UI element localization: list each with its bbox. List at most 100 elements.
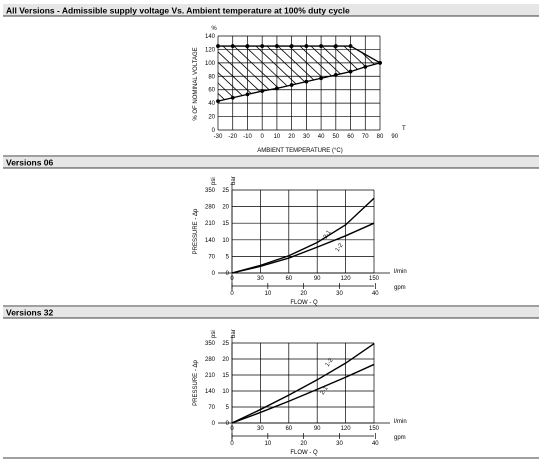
y-axis-title: % OF NOMINAL VOLTAGE (193, 47, 199, 120)
data-point (275, 86, 279, 91)
y-tick-label-psi: 0 (212, 271, 216, 277)
x-tick-label-gpm: 10 (264, 291, 271, 297)
x-tick-label-lmin: 0 (230, 276, 234, 282)
x-tick-label-lmin: 90 (314, 426, 321, 432)
x-tick-label: 10 (274, 134, 281, 140)
versions-32-pressure-chart: 1-2 2-1 0 5 10 15 20 25 0 70 140 210 280 350 psi bar PRE… (193, 329, 407, 456)
x-tick-label-gpm: 40 (372, 441, 379, 447)
data-point (348, 69, 353, 74)
hatch-stroke (218, 46, 296, 102)
hatch-stroke (526, 31, 542, 135)
x-tick-label-lmin: 90 (314, 276, 321, 282)
y-axis-title: PRESSURE - Δp (193, 359, 199, 405)
x-tick-label-lmin: 150 (369, 276, 380, 282)
data-point (348, 44, 353, 48)
y-tick-label-psi: 210 (205, 221, 216, 227)
y-tick-label-psi: 350 (205, 188, 216, 194)
versions-06-pressure-chart: 2-11-2 0 5 10 15 20 25 0 70 140 210 280 350 psi bar PRE… (193, 176, 407, 306)
x-tick-label-lmin: 60 (285, 426, 292, 432)
y-tick-label-psi: 350 (205, 341, 216, 347)
y-unit-psi: psi (211, 177, 217, 185)
x-tick-label: 90 (391, 134, 398, 140)
y-tick-label-bar: 15 (222, 373, 229, 379)
y-tick-label: 0 (212, 128, 216, 134)
hatch-stroke (327, 46, 380, 102)
x-tick-label: 60 (347, 134, 354, 140)
hatch-stroke (349, 46, 380, 102)
data-point (230, 44, 235, 48)
voltage-temperature-chart: -30 -20 -10 0 10 20 30 40 50 60 70 80 90 0 20 40 60 80 100… (193, 26, 542, 154)
y-tick-label-psi: 140 (205, 389, 216, 395)
hatch-stroke (460, 31, 542, 135)
x-tick-label: 0 (261, 134, 265, 140)
data-point (319, 76, 323, 81)
data-point (304, 79, 309, 84)
y-tick-label: 120 (205, 47, 216, 53)
x-tick-label-gpm: 40 (372, 291, 379, 297)
data-point (245, 92, 250, 97)
data-point (319, 44, 323, 48)
y-tick-label: 20 (208, 115, 215, 121)
hatch-stroke (416, 31, 526, 135)
y-tick-label-bar: 25 (222, 188, 229, 194)
hatch-stroke (438, 31, 542, 135)
hatch-stroke (394, 31, 504, 135)
y-tick-label-psi: 70 (208, 405, 215, 411)
x-tick-label-gpm: 30 (336, 441, 343, 447)
curve-label-1-2: 1-2 (325, 357, 335, 368)
hatch-stroke (405, 31, 515, 135)
data-point (333, 73, 338, 77)
hatch-stroke (218, 46, 329, 102)
section-title-3: Versions 32 (6, 308, 54, 318)
x-axis-title: FLOW - Q (290, 300, 318, 306)
data-point (230, 95, 235, 100)
curve-label-2-1: 2-1 (320, 385, 330, 396)
hatch-stroke (218, 46, 307, 102)
x-tick-label: -10 (243, 134, 252, 140)
hatch-stroke (482, 31, 542, 135)
data-point (216, 44, 220, 48)
data-point (216, 99, 220, 104)
y-tick-label: 80 (208, 74, 215, 80)
x-tick-label-gpm: 0 (230, 441, 234, 447)
x-tick-label: 80 (377, 134, 384, 140)
hatch-stroke (371, 46, 380, 102)
curve-2-1 (231, 363, 375, 424)
y-tick-label-bar: 25 (222, 341, 229, 347)
section-header-2: Versions 06 (3, 155, 539, 169)
y-tick-label: 140 (205, 34, 216, 40)
y-unit-bar: bar (231, 329, 237, 338)
curve-label-1-2: 1-2 (335, 242, 345, 253)
y-tick-label: 40 (208, 101, 215, 107)
x-tick-label-lmin: 0 (230, 426, 234, 432)
section-header-1: All Versions - Admissible supply voltage… (3, 4, 539, 17)
y-tick-label-psi: 280 (205, 357, 216, 363)
data-point (275, 44, 279, 48)
x-tick-label: 40 (318, 134, 325, 140)
curve-1-2 (231, 343, 375, 424)
y-tick-label-bar: 10 (222, 389, 229, 395)
y-tick-label-psi: 0 (212, 421, 216, 427)
x-axis-title: FLOW - Q (290, 450, 318, 456)
hatch-stroke (427, 31, 537, 135)
curve-label-2-1: 2-1 (323, 229, 333, 240)
x-tick-label: 50 (332, 134, 339, 140)
y-tick-label-psi: 280 (205, 205, 216, 211)
y-tick-label-psi: 140 (205, 238, 216, 244)
x-unit-lmin: l/min (394, 269, 407, 275)
hatch-stroke (218, 46, 285, 102)
hatch-stroke (228, 46, 340, 102)
data-point (333, 44, 338, 48)
y-tick-label: 100 (205, 61, 216, 67)
data-point (260, 89, 265, 93)
hatch-stroke (218, 46, 318, 102)
x-tick-label-lmin: 120 (341, 276, 352, 282)
hatch-stroke (218, 46, 219, 102)
x-tick-label-lmin: 30 (257, 276, 264, 282)
x-tick-label-gpm: 0 (230, 291, 234, 297)
hatch-stroke (338, 46, 380, 102)
data-point (245, 44, 250, 48)
boundary-line-2 (217, 62, 381, 102)
